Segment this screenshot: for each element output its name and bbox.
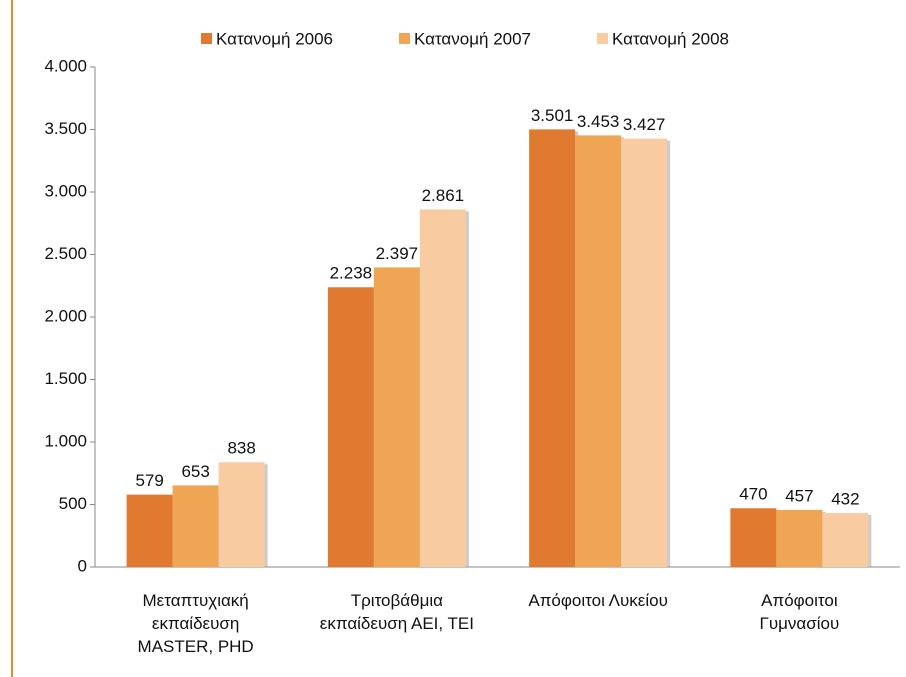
- y-tick-label: 4.000: [44, 56, 87, 75]
- bar: [172, 485, 219, 567]
- bar: [218, 462, 265, 567]
- y-tick-label: 3.000: [44, 181, 87, 200]
- bar: [126, 494, 173, 567]
- data-label: 470: [739, 485, 767, 504]
- bar: [776, 509, 823, 567]
- data-label: 2.238: [330, 264, 373, 283]
- legend-swatch: [201, 33, 212, 44]
- x-tick-label: Τριτοβάθμια εκπαίδευση ΑΕΙ, ΤΕΙ: [319, 591, 474, 633]
- y-tick-label: 1.000: [44, 431, 87, 450]
- y-tick-label: 0: [78, 556, 87, 575]
- data-label: 653: [181, 462, 209, 481]
- data-label: 2.397: [376, 244, 419, 263]
- x-tick-label: Απόφοιτοι Λυκείου: [528, 591, 668, 610]
- data-label: 3.501: [531, 106, 574, 125]
- data-label: 2.861: [422, 186, 465, 205]
- x-tick-label: Μεταπτυχιακή εκπαίδευση MASTER, PHD: [137, 591, 254, 656]
- bar: [419, 209, 466, 567]
- bar: [822, 513, 869, 567]
- y-tick-label: 1.500: [44, 369, 87, 388]
- legend-swatch: [597, 33, 608, 44]
- x-tick-label: Απόφοιτοι Γυμνασίου: [759, 591, 840, 633]
- legend-label: Κατανομή 2007: [414, 29, 531, 48]
- y-tick-label: 3.500: [44, 119, 87, 138]
- data-label: 579: [135, 471, 163, 490]
- legend-label: Κατανομή 2008: [612, 29, 729, 48]
- y-tick-label: 2.000: [44, 306, 87, 325]
- data-label: 838: [227, 439, 255, 458]
- data-label: 432: [831, 489, 859, 508]
- legend-swatch: [399, 33, 410, 44]
- data-label: 3.427: [623, 115, 666, 134]
- y-tick-label: 500: [59, 494, 87, 513]
- bar: [327, 287, 374, 567]
- y-tick-label: 2.500: [44, 244, 87, 263]
- legend-label: Κατανομή 2006: [216, 29, 333, 48]
- data-label: 3.453: [577, 112, 620, 131]
- bar: [621, 138, 668, 567]
- bar: [575, 135, 622, 567]
- data-label: 457: [785, 486, 813, 505]
- bar: [529, 129, 576, 567]
- bar: [730, 508, 777, 567]
- bar: [373, 267, 420, 567]
